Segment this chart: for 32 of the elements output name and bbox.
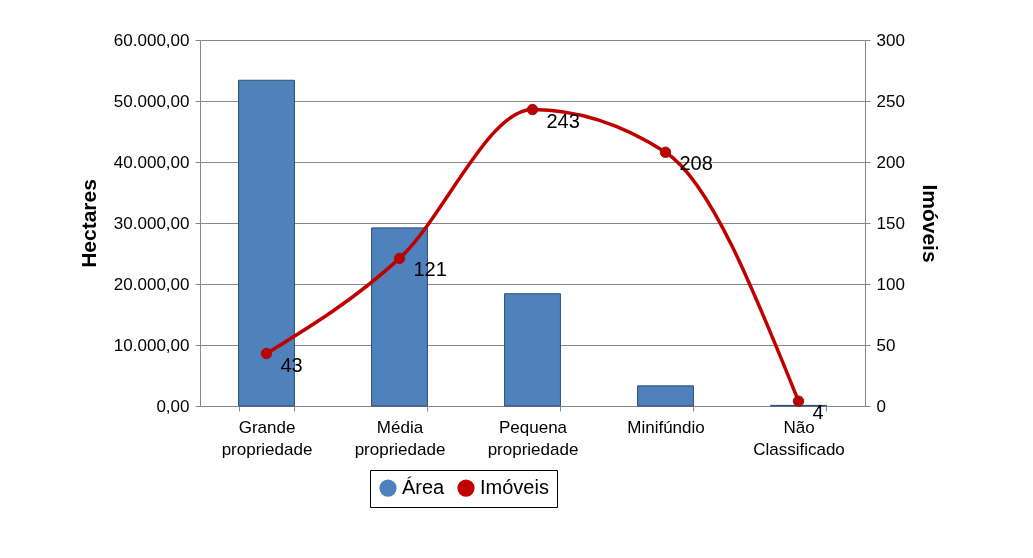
y2-tick-label: 100 (876, 274, 905, 294)
point (526, 103, 539, 116)
y2-tick-label: 200 (876, 152, 905, 172)
x-tick-label: Pequena propriedade (487, 417, 579, 459)
y2-axis-title: Imóveis (918, 184, 942, 263)
bar (637, 385, 694, 407)
y-tick-label: 40.000,00 (113, 152, 190, 172)
point (792, 395, 805, 407)
x-tick-label: Grande propriedade (221, 417, 313, 459)
y2-tick-label: 150 (876, 213, 905, 233)
data-label: 243 (546, 109, 580, 132)
x-tick-label: Minifúndio (627, 417, 705, 437)
y-tick-label: 10.000,00 (113, 335, 190, 355)
x-tick-label: Média propriedade (354, 417, 446, 459)
y-tick-label: 30.000,00 (113, 213, 190, 233)
y2-tick-label: 300 (876, 30, 905, 50)
point (260, 347, 273, 360)
y2-tick-label: 50 (876, 335, 896, 355)
data-label: 4 (812, 401, 824, 424)
bar (504, 293, 561, 407)
data-label: 208 (679, 152, 713, 175)
y-tick-label: 50.000,00 (113, 91, 190, 111)
y2-tick-label: 0 (876, 396, 886, 416)
y2-tick-label: 250 (876, 91, 905, 111)
y-tick-label: 60.000,00 (113, 30, 190, 50)
point (659, 146, 672, 158)
y-tick-label: 20.000,00 (113, 274, 190, 294)
legend-label: Área (402, 476, 446, 499)
point (393, 252, 406, 265)
y-tick-label: 0,00 (156, 396, 190, 416)
legend-label: Imóveis (480, 476, 549, 499)
y-axis-title: Hectares (76, 179, 100, 268)
